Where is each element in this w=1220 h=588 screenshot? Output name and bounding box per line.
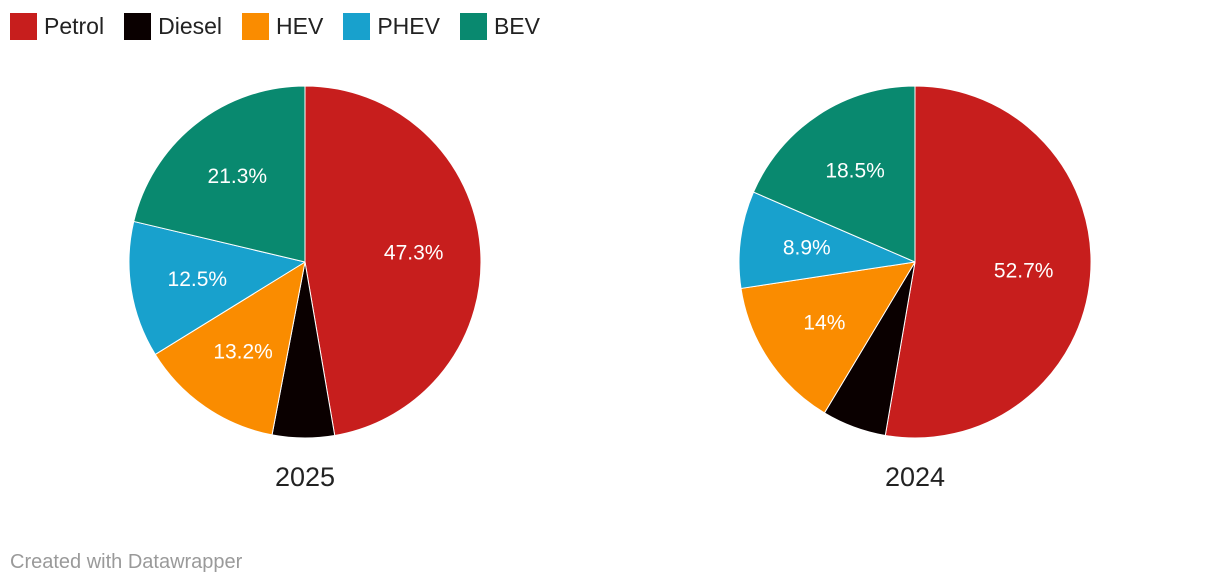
legend-swatch-hev bbox=[242, 13, 270, 40]
footer-credit: Created with Datawrapper bbox=[10, 551, 243, 573]
legend-label-bev: BEV bbox=[493, 13, 540, 39]
pie-slice-bev-2025 bbox=[133, 85, 306, 263]
legend: Petrol Diesel HEV PHEV BEV bbox=[10, 13, 540, 40]
pie-slice-bev-2024 bbox=[752, 85, 916, 263]
slice-label-phev-2025: 12.5% bbox=[168, 268, 228, 291]
chart-title-2024: 2024 bbox=[885, 462, 945, 492]
legend-swatch-bev bbox=[459, 13, 487, 40]
legend-item-petrol: Petrol bbox=[10, 13, 104, 40]
slice-label-hev-2024: 14% bbox=[803, 311, 845, 334]
slice-label-bev-2024: 18.5% bbox=[825, 159, 885, 182]
legend-label-diesel: Diesel bbox=[158, 13, 223, 39]
pie-charts: 47.3% 13.2% 12.5% 21.3% 2025 52.7% 14% 8.9% 18.5… bbox=[128, 85, 1092, 492]
slice-label-hev-2025: 13.2% bbox=[213, 340, 273, 363]
slice-label-bev-2025: 21.3% bbox=[208, 165, 268, 188]
slice-label-petrol-2025: 47.3% bbox=[384, 241, 444, 264]
legend-label-petrol: Petrol bbox=[44, 13, 105, 39]
legend-swatch-diesel bbox=[124, 13, 152, 40]
pie-slice-phev-2024 bbox=[738, 191, 916, 289]
pie-chart-2024: 52.7% 14% 8.9% 18.5% 2024 bbox=[738, 85, 1092, 492]
pie-slice-petrol-2025 bbox=[304, 85, 482, 436]
pie-slice-hev-2025 bbox=[154, 261, 306, 436]
slice-label-phev-2024: 8.9% bbox=[783, 237, 831, 260]
pie-slice-petrol-2024 bbox=[884, 85, 1092, 439]
legend-label-phev: PHEV bbox=[377, 13, 440, 39]
slice-label-petrol-2024: 52.7% bbox=[994, 260, 1054, 283]
legend-label-hev: HEV bbox=[276, 13, 324, 39]
legend-item-diesel: Diesel bbox=[124, 13, 222, 40]
legend-item-phev: PHEV bbox=[343, 13, 440, 40]
chart-title-2025: 2025 bbox=[275, 462, 335, 492]
pie-chart-2025: 47.3% 13.2% 12.5% 21.3% 2025 bbox=[128, 85, 482, 492]
legend-swatch-phev bbox=[343, 13, 371, 40]
pie-slice-hev-2024 bbox=[740, 261, 916, 414]
legend-swatch-petrol bbox=[10, 13, 37, 40]
legend-item-bev: BEV bbox=[459, 13, 540, 40]
legend-item-hev: HEV bbox=[242, 13, 323, 40]
pie-slice-phev-2025 bbox=[128, 220, 306, 355]
